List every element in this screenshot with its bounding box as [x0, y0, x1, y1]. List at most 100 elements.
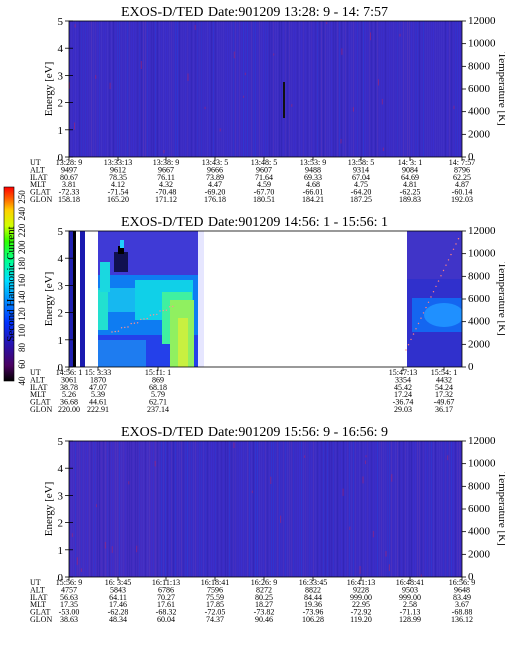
spectrogram-streak: [253, 21, 254, 157]
spectrogram-streak: [365, 21, 366, 157]
table-cell: 18.27: [255, 600, 273, 609]
spectrogram-streak: [99, 21, 100, 157]
table-cell: 38.63: [60, 615, 78, 624]
spectrogram-streak: [71, 441, 72, 577]
spectrogram-streak: [199, 441, 200, 577]
spectrogram-streak: [335, 441, 336, 577]
temperature-trace-point: [455, 243, 457, 245]
table-row-label: GLON: [30, 405, 52, 414]
spectrogram-streak: [287, 21, 288, 157]
spectrogram-streak: [461, 441, 462, 577]
spectrogram-streak: [295, 21, 296, 157]
spectrogram-speck: [273, 53, 275, 56]
spectrogram-speck: [204, 106, 206, 110]
spectrogram-streak: [235, 441, 236, 577]
temperature-trace-point: [442, 269, 445, 272]
spectrogram-streak: [257, 441, 258, 577]
table-row-label: ILAT: [30, 383, 47, 392]
panel-1-spectrogram: [69, 21, 462, 157]
table-cell: -66.01: [303, 188, 324, 197]
spectrogram-streak: [361, 21, 362, 157]
temperature-trace-point: [127, 326, 129, 328]
spectrogram-streak: [271, 21, 272, 157]
spectrogram-streak: [375, 441, 376, 577]
spectrogram-streak: [137, 441, 138, 577]
table-cell: 3354: [395, 375, 411, 384]
temperature-trace-point: [410, 338, 412, 341]
spectrogram-streak: [241, 21, 242, 157]
spectrogram-streak: [409, 441, 410, 577]
temperature-trace-point: [407, 344, 410, 346]
spectrogram-streak: [357, 441, 358, 577]
spectrogram-streak: [149, 441, 150, 577]
table-cell: 9314: [353, 165, 369, 174]
spectrogram-streak: [211, 441, 212, 577]
spectrogram-streak: [135, 441, 136, 577]
table-cell: 9666: [207, 165, 223, 174]
spectrogram-streak: [349, 441, 350, 577]
spectrogram-streak: [239, 441, 240, 577]
table-cell: 29.03: [394, 405, 412, 414]
spectrogram-streak: [305, 441, 306, 577]
spectrogram-streak: [459, 21, 460, 157]
temperature-trace-point: [124, 326, 126, 329]
table-cell: 13:43: 5: [202, 158, 228, 167]
spectrogram-streak: [89, 441, 90, 577]
table-cell: 13:53: 9: [300, 158, 326, 167]
panel-2-title: EXOS-D/TED: [121, 215, 203, 230]
spectrogram-streak: [293, 441, 294, 577]
spectrogram-streak: [207, 441, 208, 577]
spectrogram-streak: [223, 21, 224, 157]
spectrogram-streak: [345, 441, 346, 577]
table-cell: 16:33:45: [299, 578, 327, 587]
y-tick-label: 1: [58, 545, 64, 557]
spectrogram-streak: [199, 21, 200, 157]
spectrogram-streak: [233, 21, 234, 157]
spectrogram-streak: [171, 21, 172, 157]
spectrogram-streak: [425, 441, 426, 577]
spectrogram-streak: [291, 21, 292, 157]
table-cell: 15:11: 1: [145, 368, 171, 377]
y-tick-right-label: 8000: [468, 60, 491, 72]
spectrogram-streak: [259, 21, 260, 157]
spectrogram-streak: [355, 21, 356, 157]
spectrogram-streak: [201, 21, 202, 157]
spectrogram-streak: [189, 21, 190, 157]
spectrogram-speck: [385, 551, 387, 557]
panel-1: EXOS-D/TED Date:901209 13:28: 9 - 14: 7:…: [30, 5, 505, 204]
table-cell: -71.13: [400, 608, 421, 617]
pass-1-stripe: [85, 231, 98, 367]
spectrogram-streak: [185, 441, 186, 577]
spectrogram-streak: [173, 441, 174, 577]
spectrogram-streak: [75, 21, 76, 157]
table-row-label: GLON: [30, 195, 52, 204]
temperature-trace-point: [440, 275, 442, 277]
spectrogram-streak: [339, 21, 340, 157]
spectrogram-streak: [177, 21, 178, 157]
spectrogram-streak: [347, 441, 348, 577]
spectrogram-streak: [317, 441, 318, 577]
spectrogram-streak: [161, 441, 162, 577]
spectrogram-streak: [185, 21, 186, 157]
spectrogram-speck: [370, 32, 371, 41]
temperature-trace-point: [165, 309, 168, 311]
spectrogram-streak: [169, 441, 170, 577]
spectrogram-streak: [331, 441, 332, 577]
spectrogram-streak: [133, 21, 134, 157]
spectrogram-streak: [125, 21, 126, 157]
spectrogram-streak: [341, 21, 342, 157]
spectrogram-streak: [367, 21, 368, 157]
table-cell: 5.39: [91, 390, 105, 399]
y-tick-right-label: 4000: [468, 316, 491, 328]
temperature-trace-point: [432, 291, 435, 293]
spectrogram-streak: [247, 441, 248, 577]
spectrogram-streak: [213, 21, 214, 157]
spectrogram-streak: [111, 21, 112, 157]
spectrogram-streak: [153, 441, 154, 577]
table-cell: 165.20: [107, 195, 129, 204]
spectrogram-streak: [381, 21, 382, 157]
table-cell: 15: 3:33: [85, 368, 111, 377]
table-cell: -71.54: [108, 188, 129, 197]
table-cell: 70.27: [157, 593, 175, 602]
spectrogram-streak: [367, 441, 368, 577]
